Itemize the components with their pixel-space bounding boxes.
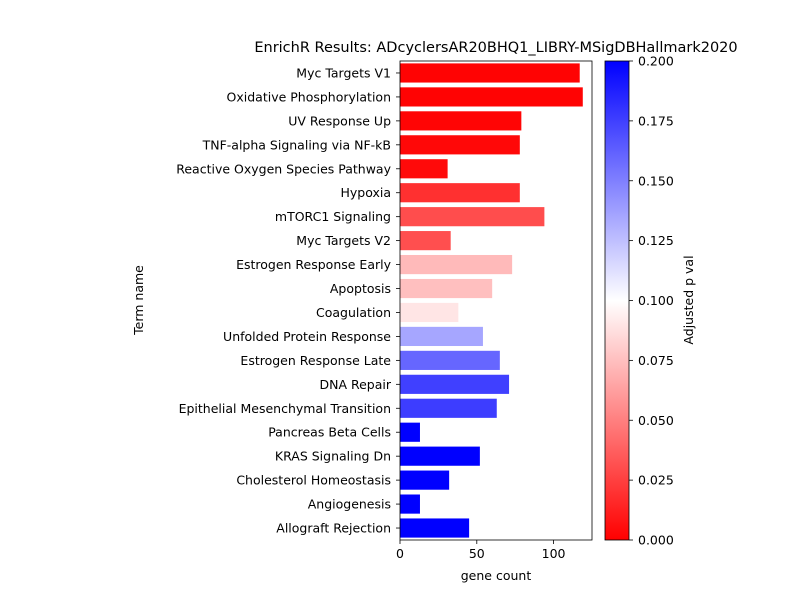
bar xyxy=(400,326,483,347)
y-tick-label: Myc Targets V1 xyxy=(296,65,391,80)
bar xyxy=(400,183,520,203)
colorbar-tick-label: 0.025 xyxy=(638,473,674,488)
bar xyxy=(400,398,497,418)
plot-frame xyxy=(399,60,593,541)
x-tick-label: 100 xyxy=(542,546,566,561)
colorbar-tick-label: 0.150 xyxy=(638,173,674,188)
plot-area: Myc Targets V1 Oxidative Phosphorylation U… xyxy=(176,60,593,561)
y-tick-label: Allograft Rejection xyxy=(276,521,391,536)
bar xyxy=(400,302,459,323)
colorbar-label: Adjusted p val xyxy=(681,255,696,344)
y-tick-label: Cholesterol Homeostasis xyxy=(236,473,391,488)
bar xyxy=(400,374,510,394)
x-axis-label: gene count xyxy=(461,568,532,583)
y-tick-label: Pancreas Beta Cells xyxy=(268,425,391,440)
y-tick-label: TNF-alpha Signaling via NF-kB xyxy=(202,137,391,152)
colorbar-tick-label: 0.175 xyxy=(638,113,674,128)
colorbar-tick-label: 0.000 xyxy=(638,533,674,548)
bar xyxy=(400,231,451,251)
bar xyxy=(400,422,420,442)
bar xyxy=(400,135,520,155)
colorbar: 0.000 0.025 0.050 0.075 0.100 0.125 0.150 0.175… xyxy=(604,54,674,548)
bar xyxy=(400,446,480,466)
bar xyxy=(400,494,420,514)
bar xyxy=(400,63,580,83)
y-tick-label: Hypoxia xyxy=(340,185,391,200)
y-tick-label: DNA Repair xyxy=(319,377,391,392)
colorbar-tick-label: 0.100 xyxy=(638,293,674,308)
y-tick-label: Reactive Oxygen Species Pathway xyxy=(176,161,391,176)
bar xyxy=(400,518,470,538)
y-tick-label: KRAS Signaling Dn xyxy=(275,449,391,464)
bar xyxy=(400,470,450,490)
colorbar-tick-label: 0.050 xyxy=(638,413,674,428)
y-tick-label: Myc Targets V2 xyxy=(296,233,391,248)
colorbar-tick-label: 0.125 xyxy=(638,233,674,248)
bar xyxy=(400,254,513,275)
x-tick-label: 0 xyxy=(396,546,404,561)
bar xyxy=(400,207,545,227)
colorbar-tick-label: 0.075 xyxy=(638,353,674,368)
y-tick-label: Estrogen Response Early xyxy=(236,257,392,272)
y-axis-label: Term name xyxy=(131,265,146,336)
y-tick-label: mTORC1 Signaling xyxy=(275,209,391,224)
chart-title: EnrichR Results: ADcyclersAR20BHQ1_LIBRY… xyxy=(254,40,737,56)
bar xyxy=(400,111,522,131)
y-tick-label: Apoptosis xyxy=(330,281,391,296)
bar xyxy=(400,350,500,370)
y-tick-label: Oxidative Phosphorylation xyxy=(227,89,391,104)
bar xyxy=(400,278,493,299)
colorbar-fill xyxy=(604,60,630,541)
x-tick-label: 50 xyxy=(469,546,485,561)
bar xyxy=(400,159,448,179)
y-tick-label: UV Response Up xyxy=(288,113,391,128)
y-tick-label: Angiogenesis xyxy=(308,497,391,512)
bar xyxy=(400,87,583,107)
colorbar-tick-label: 0.200 xyxy=(638,54,674,69)
y-tick-label: Coagulation xyxy=(316,305,391,320)
y-tick-label: Epithelial Mesenchymal Transition xyxy=(179,401,391,416)
y-tick-label: Unfolded Protein Response xyxy=(223,329,391,344)
y-tick-label: Estrogen Response Late xyxy=(240,353,391,368)
